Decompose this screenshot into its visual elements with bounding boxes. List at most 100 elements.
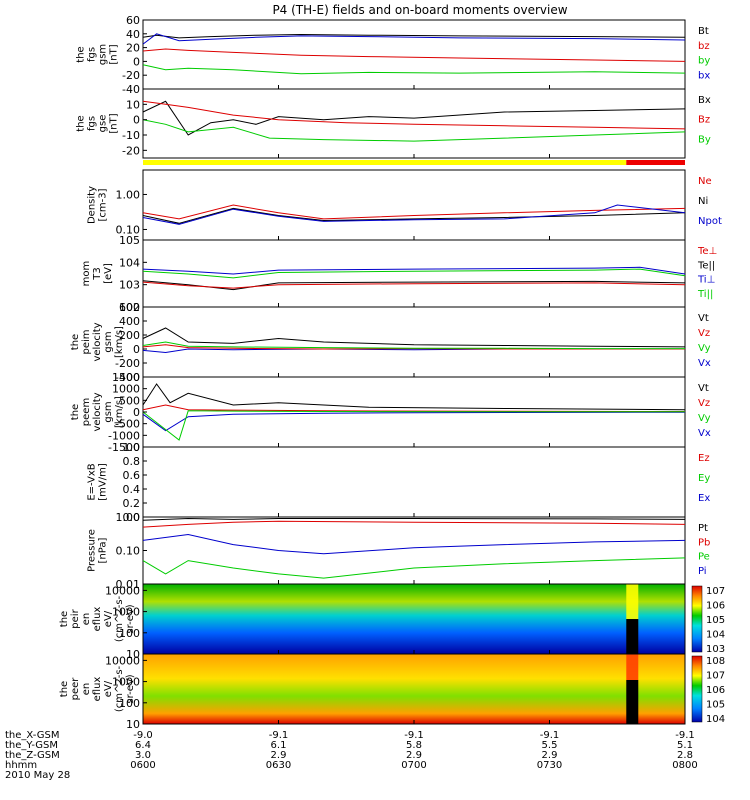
y-tick-label: 40: [126, 28, 140, 41]
panel-pressure: 1.00 0.10 0.01 Pressure [nPa] Pt Pb Pe Pi: [87, 511, 711, 591]
y-tick-label: 1000: [112, 676, 140, 689]
y-tick-label: 102: [119, 301, 140, 314]
y-tick-label: 0.4: [123, 483, 141, 496]
x-axis-value: 2.8: [677, 750, 693, 761]
y-axis-label-line: fgs: [87, 116, 98, 131]
x-axis-value: 0800: [672, 760, 697, 771]
y-tick-label: 1500: [112, 371, 140, 384]
colorbar-scale: [691, 655, 703, 723]
y-tick-label: 500: [119, 394, 140, 407]
x-axis-row-label: the_Y-GSM: [5, 740, 58, 751]
y-tick-label: -200: [115, 357, 140, 370]
legend: Ez Ey Ex: [698, 453, 710, 504]
legend-entry: Npot: [698, 216, 722, 227]
legend-entry: Pi: [698, 566, 707, 577]
y-tick-label: 60: [126, 14, 140, 27]
y-tick-label: 10: [126, 648, 140, 661]
y-axis-label: the peim velocity gsm [km/s]: [70, 322, 125, 361]
mode-bar: [143, 160, 685, 165]
colorbar-scale: [691, 585, 703, 653]
series-line-Bx: [142, 100, 686, 136]
y-tick-label: 1.00: [116, 188, 141, 201]
panel-peir_eflux: 107 106 105 104 103 10000 1000 100 10 the peir en ef…: [59, 583, 725, 661]
colorbar-tick-label: 105: [706, 700, 725, 711]
colorbar-tick-label: 105: [706, 615, 725, 626]
legend-entry: Vz: [698, 398, 710, 409]
series-line-bz: [142, 48, 686, 62]
y-tick-label: 20: [126, 42, 140, 55]
series-line-Bz: [142, 100, 686, 130]
y-axis-label: Density [cm-3]: [87, 186, 109, 224]
y-tick-label: -1500: [108, 441, 140, 454]
x-axis-value: 2.9: [542, 750, 558, 761]
series-line-Te||: [142, 280, 686, 291]
y-tick-label: 1.0: [123, 441, 141, 454]
panel-density: 1.00 0.10 Density [cm-3] Ne Ni Npot: [87, 169, 722, 241]
y-axis-label: mom T3 [eV]: [81, 261, 114, 287]
y-axis-label-line: peem: [81, 398, 92, 426]
y-tick-label: 200: [119, 329, 140, 342]
x-axis-value: 5.8: [406, 740, 422, 751]
x-axis-value: 2.9: [271, 750, 287, 761]
y-axis-label-line: [eV]: [103, 263, 114, 284]
y-tick-label: 0: [133, 343, 140, 356]
spectrogram-image: [143, 654, 685, 724]
x-axis-value: -9.1: [269, 730, 289, 741]
series-line-Vy: [142, 341, 685, 350]
y-axis-label-line: peer: [70, 677, 81, 701]
x-axis-row-label: the_Z-GSM: [5, 750, 60, 761]
legend-entry: Bx: [698, 95, 711, 106]
legend-entry: Vt: [698, 383, 709, 394]
legend-entry: Ex: [698, 493, 710, 504]
y-axis-label: E=-VxB [mV/m]: [87, 463, 109, 501]
series-line-bx: [142, 33, 686, 45]
y-axis-label-line: [km/s]: [114, 396, 125, 428]
y-tick-label: -400: [115, 371, 140, 384]
series-line-Pb: [142, 520, 686, 528]
spectrogram-burst: [626, 654, 639, 680]
y-axis-label-line: peir: [70, 608, 81, 628]
y-axis-label-line: peim: [81, 329, 92, 354]
y-tick-label: -500: [115, 418, 140, 431]
panel-frame: [142, 169, 686, 241]
x-axis-value: 0730: [537, 760, 562, 771]
x-axis-value: 6.4: [135, 740, 151, 751]
y-axis-label-line: gsm: [103, 401, 114, 422]
panel-temperature: 105 104 103 102 mom T3 [eV] Te⊥ Te|| Ti⊥ Ti||: [81, 234, 717, 314]
legend-entry: Pb: [698, 537, 710, 548]
spectrogram-gap: [626, 619, 639, 654]
series-line-Npot: [142, 204, 686, 225]
y-axis-label-line: eflux: [92, 607, 103, 632]
y-tick-label: 100: [119, 627, 140, 640]
y-axis-label: the peem velocity gsm [km/s]: [70, 392, 125, 431]
series-line-Vz: [142, 404, 686, 412]
y-axis-label-line: [mV/m]: [98, 463, 109, 501]
x-axis-value: 5.5: [542, 740, 558, 751]
legend: Vt Vz Vy Vx: [698, 383, 711, 439]
mode-bar-segment-0: [143, 160, 627, 165]
y-tick-label: 10: [126, 98, 140, 111]
y-axis-label-line: eV/: [103, 680, 114, 697]
x-axis-value: -9.1: [404, 730, 424, 741]
legend-entry: Vy: [698, 413, 711, 424]
series-line-Vx: [142, 411, 686, 432]
panel-frame: [142, 19, 686, 90]
legend: Ne Ni Npot: [698, 176, 722, 227]
colorbar-tick-label: 104: [706, 714, 725, 725]
series-line-Vx: [142, 348, 685, 354]
y-axis-label-line: gsm: [103, 331, 114, 352]
legend-entry: Vz: [698, 328, 710, 339]
y-axis-label-line: [cm-3]: [98, 188, 109, 221]
y-axis-label-line: the: [70, 334, 81, 350]
y-tick-label: -1000: [108, 429, 140, 442]
spectrogram-burst: [626, 584, 639, 619]
plot-title: P4 (TH-E) fields and on-board moments ov…: [272, 3, 567, 17]
y-tick-label: -40: [122, 83, 140, 96]
y-tick-label: 0: [133, 406, 140, 419]
colorbar-tick-label: 107: [706, 671, 725, 682]
